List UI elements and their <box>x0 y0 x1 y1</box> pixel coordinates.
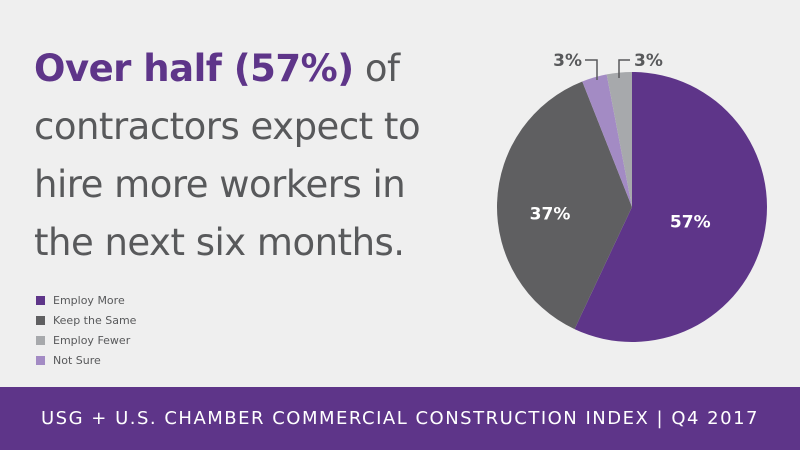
headline: Over half (57%) of contractors expect to… <box>34 40 494 272</box>
data-label-employ-more: 57% <box>670 213 711 233</box>
legend-label: Employ More <box>53 293 125 307</box>
slice-keep-the-same <box>497 81 632 330</box>
legend-swatch <box>36 355 45 365</box>
slice-employ-more <box>574 72 768 342</box>
headline-line3: hire more workers in <box>34 163 406 206</box>
legend-label: Employ Fewer <box>53 333 131 347</box>
legend-label: Not Sure <box>53 353 101 367</box>
legend-swatch <box>36 315 45 325</box>
footer-text: USG + U.S. CHAMBER COMMERCIAL CONSTRUCTI… <box>41 408 759 429</box>
slice-not-sure <box>582 74 632 207</box>
chart-legend: Employ More Keep the Same Employ Fewer N… <box>36 290 136 370</box>
headline-line2: contractors expect to <box>34 105 421 148</box>
leader-line-not-sure <box>585 59 598 80</box>
legend-label: Keep the Same <box>53 313 137 327</box>
headline-line4: the next six months. <box>34 221 405 264</box>
legend-item-employ-fewer: Employ Fewer <box>36 330 136 350</box>
legend-item-employ-more: Employ More <box>36 290 136 310</box>
slice-employ-fewer <box>606 72 632 207</box>
footer-banner: USG + U.S. CHAMBER COMMERCIAL CONSTRUCTI… <box>0 387 800 450</box>
data-label-not-sure: 3% <box>553 51 582 71</box>
pie-chart: 57% 37% 3% 3% <box>497 51 768 342</box>
legend-swatch <box>36 295 45 305</box>
headline-highlight: Over half (57%) <box>34 47 354 90</box>
data-label-keep-the-same: 37% <box>530 205 571 225</box>
legend-swatch <box>36 335 45 345</box>
data-label-employ-fewer: 3% <box>634 51 663 71</box>
leader-line-employ-fewer <box>618 59 630 78</box>
legend-item-keep-the-same: Keep the Same <box>36 310 136 330</box>
legend-item-not-sure: Not Sure <box>36 350 136 370</box>
headline-line1-rest: of <box>353 47 400 90</box>
